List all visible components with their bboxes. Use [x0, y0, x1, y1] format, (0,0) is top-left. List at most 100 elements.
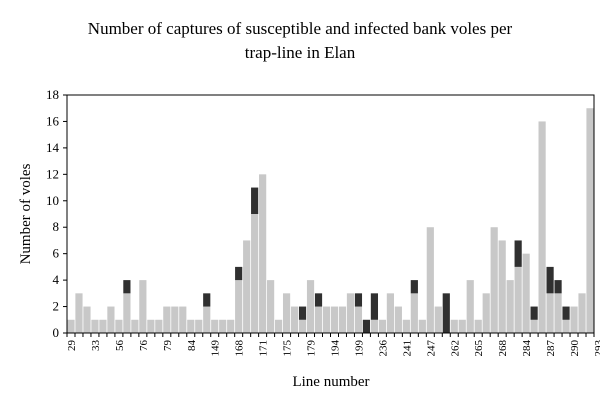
- bar-susceptible-27: [282, 293, 291, 333]
- bar-susceptible-23: [251, 214, 259, 333]
- bar-infected-37: [362, 319, 371, 333]
- y-tick-label-5: 10: [46, 193, 59, 208]
- bar-susceptible-51: [474, 319, 482, 333]
- y-tick-label-9: 18: [46, 87, 59, 102]
- bar-susceptible-13: [171, 306, 179, 333]
- y-tick-label-3: 6: [53, 246, 60, 261]
- x-tick-label-21: 290: [569, 340, 581, 357]
- y-axis: 0 2 4 6 8 10 12 14 16 18: [46, 87, 67, 340]
- x-tick-label-6: 149: [210, 340, 222, 357]
- bar-susceptible-0: [67, 319, 75, 333]
- chart-title-line-1: Number of captures of susceptible and in…: [88, 19, 513, 38]
- y-axis-label: Number of voles: [18, 163, 34, 264]
- x-tick-label-15: 247: [425, 340, 437, 357]
- bar-susceptible-31: [314, 306, 323, 333]
- bar-susceptible-28: [290, 306, 299, 333]
- y-tick-label-6: 12: [46, 166, 59, 181]
- bar-susceptible-45: [426, 227, 434, 333]
- bar-susceptible-32: [322, 306, 331, 333]
- bar-infected-7: [123, 280, 131, 294]
- bar-susceptible-59: [538, 121, 546, 333]
- x-tick-label-16: 262: [449, 340, 461, 357]
- bar-susceptible-12: [163, 306, 171, 333]
- bar-susceptible-15: [187, 319, 195, 333]
- bar-susceptible-39: [378, 319, 386, 333]
- bar-susceptible-58: [530, 319, 538, 333]
- bar-susceptible-9: [139, 280, 147, 333]
- bar-susceptible-29: [298, 319, 307, 333]
- bar-susceptible-52: [482, 293, 490, 333]
- chart-title-line-2: trap-line in Elan: [245, 43, 356, 62]
- bar-susceptible-46: [434, 306, 442, 333]
- bar-infected-36: [354, 293, 363, 307]
- bar-infected-29: [298, 306, 307, 320]
- bar-susceptible-30: [306, 280, 315, 333]
- bar-susceptible-8: [131, 319, 139, 333]
- bar-susceptible-19: [219, 319, 227, 333]
- bar-susceptible-41: [394, 306, 402, 333]
- bar-susceptible-53: [490, 227, 498, 333]
- bar-infected-43: [410, 280, 418, 294]
- y-tick-label-7: 14: [46, 140, 60, 155]
- y-tick-label-4: 8: [53, 219, 60, 234]
- bar-susceptible-55: [506, 280, 514, 333]
- bar-susceptible-38: [370, 319, 379, 333]
- bar-susceptible-7: [123, 293, 131, 333]
- x-tick-label-12: 199: [353, 340, 365, 357]
- bar-susceptible-4: [99, 319, 107, 333]
- bar-susceptible-3: [91, 319, 99, 333]
- bar-susceptible-54: [498, 240, 506, 333]
- bar-susceptible-6: [115, 319, 123, 333]
- bar-susceptible-42: [402, 319, 410, 333]
- bar-susceptible-11: [155, 319, 163, 333]
- y-tick-label-8: 16: [46, 113, 60, 128]
- bar-susceptible-34: [338, 306, 347, 333]
- x-tick-label-10: 179: [306, 340, 318, 357]
- bar-susceptible-1: [75, 293, 83, 333]
- x-tick-label-0: 29: [66, 340, 78, 352]
- bar-infected-38: [370, 293, 379, 320]
- bar-susceptible-62: [562, 319, 570, 333]
- bar-susceptible-56: [514, 266, 522, 333]
- x-tick-label-8: 171: [258, 340, 270, 357]
- bar-susceptible-26: [275, 319, 283, 333]
- x-tick-label-14: 241: [401, 340, 413, 357]
- bar-susceptible-44: [418, 319, 426, 333]
- x-tick-label-5: 84: [186, 340, 198, 352]
- bar-susceptible-64: [578, 293, 586, 333]
- bar-susceptible-60: [546, 293, 554, 333]
- bar-susceptible-17: [203, 306, 211, 333]
- x-axis-label: Line number: [292, 374, 369, 390]
- bar-susceptible-43: [410, 293, 418, 333]
- y-tick-label-2: 4: [53, 272, 60, 287]
- y-tick-label-1: 2: [53, 299, 60, 314]
- bar-susceptible-61: [554, 293, 562, 333]
- bar-infected-62: [562, 306, 570, 320]
- bar-susceptible-36: [354, 306, 363, 333]
- x-tick-label-13: 236: [377, 340, 389, 357]
- bar-susceptible-50: [466, 280, 474, 333]
- x-tick-label-20: 287: [545, 340, 557, 357]
- bar-susceptible-65: [586, 108, 594, 333]
- bar-susceptible-20: [227, 319, 235, 333]
- bar-susceptible-35: [346, 293, 355, 333]
- x-tick-label-4: 79: [162, 340, 174, 352]
- bar-susceptible-16: [195, 319, 203, 333]
- bar-susceptible-18: [211, 319, 219, 333]
- bar-susceptible-24: [259, 174, 267, 333]
- x-tick-label-3: 76: [138, 340, 150, 352]
- x-tick-label-2: 56: [114, 340, 126, 352]
- bar-susceptible-48: [450, 319, 458, 333]
- y-tick-label-0: 0: [53, 325, 60, 340]
- bars-group: [67, 108, 594, 333]
- bar-susceptible-22: [243, 240, 251, 333]
- plot-frame: [66, 94, 595, 334]
- bar-susceptible-2: [83, 306, 91, 333]
- bar-susceptible-10: [147, 319, 155, 333]
- bar-infected-47: [442, 293, 450, 333]
- bar-susceptible-63: [570, 306, 578, 333]
- bar-infected-17: [203, 293, 211, 307]
- bar-infected-31: [314, 293, 323, 307]
- bar-susceptible-49: [458, 319, 466, 333]
